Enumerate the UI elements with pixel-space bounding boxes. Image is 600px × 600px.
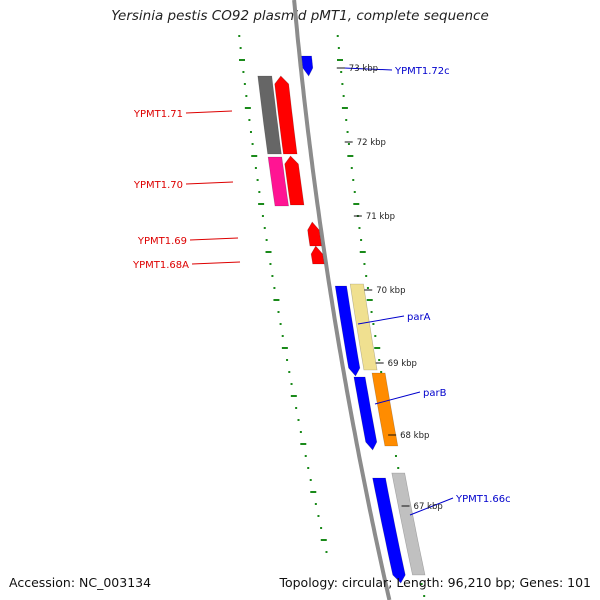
gene-arrow-YPMT1.68A[interactable] xyxy=(310,245,325,265)
scale-label: 69 kbp xyxy=(388,359,417,369)
gene-arrow-YPMT1.72c[interactable] xyxy=(301,55,314,77)
gene-label-YPMT1.66c[interactable]: YPMT1.66c xyxy=(455,494,511,505)
scale-label: 71 kbp xyxy=(366,212,395,222)
cog-bar[interactable] xyxy=(391,472,426,576)
gene-arrow-YPMT1.71[interactable] xyxy=(274,75,298,155)
leader-line xyxy=(185,181,234,185)
genome-backbone xyxy=(292,0,392,600)
topology-text: Topology: circular; Length: 96,210 bp; G… xyxy=(279,575,591,590)
cog-bar[interactable] xyxy=(257,75,282,155)
scale-labels: 73 kbp 72 kbp 71 kbp 70 kbp 69 kbp 68 kbp 67 k… xyxy=(336,64,443,512)
gene-arrows[interactable] xyxy=(274,55,406,584)
gene-label-YPMT1.72c[interactable]: YPMT1.72c xyxy=(394,66,450,77)
gene-label-YPMT1.68A[interactable]: YPMT1.68A xyxy=(132,260,189,271)
leader-line xyxy=(357,315,405,325)
cog-bar[interactable] xyxy=(371,372,399,447)
gene-label-parB[interactable]: parB xyxy=(423,388,447,399)
leader-line xyxy=(343,67,393,71)
gene-labels[interactable]: YPMT1.71 YPMT1.70 YPMT1.69 YPMT1.68A YPMT1.7… xyxy=(132,66,511,516)
scale-label: 68 kbp xyxy=(400,431,429,441)
scale-label: 72 kbp xyxy=(357,138,386,148)
leader-line xyxy=(185,110,233,114)
scale-label: 73 kbp xyxy=(349,64,378,74)
gene-arrow-YPMT1.66c[interactable] xyxy=(372,477,406,584)
map-title: Yersinia pestis CO92 plasmid pMT1, compl… xyxy=(111,8,489,24)
gene-label-YPMT1.69[interactable]: YPMT1.69 xyxy=(137,236,187,247)
gene-label-YPMT1.71[interactable]: YPMT1.71 xyxy=(133,109,183,120)
gene-arrow-parA[interactable] xyxy=(334,285,361,377)
leader-line xyxy=(191,261,241,265)
outer-tick-ring xyxy=(238,35,328,553)
gene-label-parA[interactable]: parA xyxy=(407,312,431,323)
leader-line xyxy=(189,237,239,241)
cog-bars xyxy=(257,75,426,576)
cog-bar[interactable] xyxy=(349,283,378,371)
leader-line xyxy=(374,391,421,405)
gene-label-YPMT1.70[interactable]: YPMT1.70 xyxy=(133,180,183,191)
leader-line xyxy=(409,497,454,516)
scale-label: 70 kbp xyxy=(376,286,405,296)
scale-label: 67 kbp xyxy=(414,502,443,512)
cog-bar[interactable] xyxy=(267,156,289,207)
gene-arrow-YPMT1.70[interactable] xyxy=(284,155,305,206)
gene-arrow-parB[interactable] xyxy=(353,376,378,451)
gene-arrow-YPMT1.69[interactable] xyxy=(307,221,322,247)
accession-text: Accession: NC_003134 xyxy=(9,575,152,590)
